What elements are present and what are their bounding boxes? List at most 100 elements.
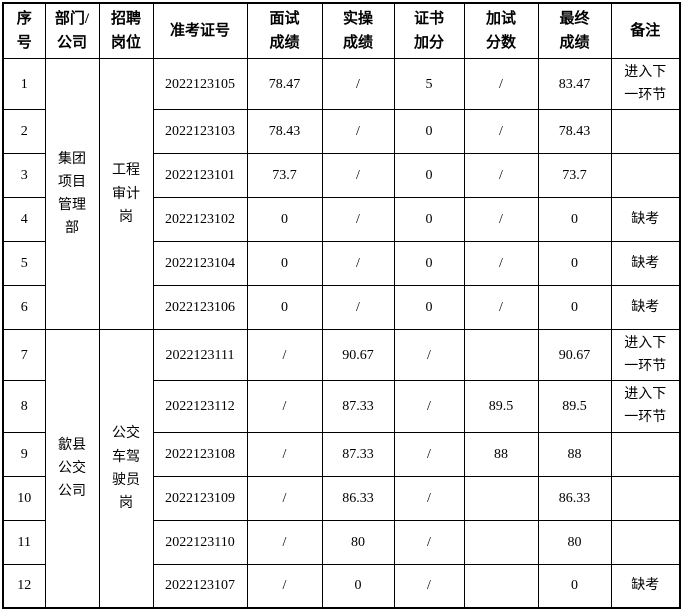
cell-final-score: 0 xyxy=(537,285,612,331)
cell-final-score: 88 xyxy=(537,431,612,477)
cell-extra-test-score: / xyxy=(463,109,539,155)
cell-remark xyxy=(610,519,681,565)
cell-remark: 进入下 一环节 xyxy=(610,380,681,433)
cell-interview-score: 78.47 xyxy=(246,57,323,111)
cell-final-score: 0 xyxy=(537,241,612,287)
cell-practical-score: / xyxy=(321,109,395,155)
cell-certificate-bonus: / xyxy=(393,329,465,382)
header-final-score: 最终 成绩 xyxy=(537,2,612,59)
cell-practical-score: / xyxy=(321,153,395,199)
cell-remark: 进入下 一环节 xyxy=(610,57,681,111)
cell-certificate-bonus: 5 xyxy=(393,57,465,111)
header-interview-score: 面试 成绩 xyxy=(246,2,323,59)
cell-interview-score: / xyxy=(246,329,323,382)
cell-practical-score: 0 xyxy=(321,563,395,609)
header-seq: 序 号 xyxy=(2,2,46,59)
table-row: 3 2022123101 73.7 / 0 / 73.7 xyxy=(2,153,681,199)
cell-seq: 5 xyxy=(2,241,46,287)
header-practical-score: 实操 成绩 xyxy=(321,2,395,59)
table-row: 6 2022123106 0 / 0 / 0 缺考 xyxy=(2,285,681,331)
table-row: 11 2022123110 / 80 / 80 xyxy=(2,519,681,565)
cell-exam-id: 2022123112 xyxy=(152,380,248,433)
cell-final-score: 78.43 xyxy=(537,109,612,155)
cell-remark xyxy=(610,153,681,199)
cell-certificate-bonus: / xyxy=(393,519,465,565)
cell-extra-test-score: / xyxy=(463,57,539,111)
cell-extra-test-score: / xyxy=(463,197,539,243)
cell-interview-score: / xyxy=(246,475,323,521)
cell-extra-test-score xyxy=(463,475,539,521)
cell-exam-id: 2022123108 xyxy=(152,431,248,477)
cell-practical-score: / xyxy=(321,197,395,243)
cell-seq: 6 xyxy=(2,285,46,331)
cell-exam-id: 2022123110 xyxy=(152,519,248,565)
cell-remark: 缺考 xyxy=(610,563,681,609)
cell-exam-id: 2022123101 xyxy=(152,153,248,199)
cell-seq: 2 xyxy=(2,109,46,155)
cell-practical-score: / xyxy=(321,241,395,287)
cell-remark: 缺考 xyxy=(610,197,681,243)
cell-extra-test-score: / xyxy=(463,153,539,199)
cell-interview-score: 73.7 xyxy=(246,153,323,199)
cell-extra-test-score xyxy=(463,563,539,609)
cell-final-score: 0 xyxy=(537,197,612,243)
cell-interview-score: 0 xyxy=(246,197,323,243)
cell-position-group-1: 工程 审计 岗 xyxy=(98,57,154,331)
cell-extra-test-score: / xyxy=(463,241,539,287)
table-row: 5 2022123104 0 / 0 / 0 缺考 xyxy=(2,241,681,287)
cell-remark xyxy=(610,431,681,477)
cell-exam-id: 2022123105 xyxy=(152,57,248,111)
cell-final-score: 80 xyxy=(537,519,612,565)
table-row: 8 2022123112 / 87.33 / 89.5 89.5 进入下 一环节 xyxy=(2,380,681,433)
header-department: 部门/ 公司 xyxy=(44,2,100,59)
cell-exam-id: 2022123111 xyxy=(152,329,248,382)
cell-practical-score: / xyxy=(321,57,395,111)
cell-exam-id: 2022123103 xyxy=(152,109,248,155)
cell-certificate-bonus: 0 xyxy=(393,197,465,243)
cell-interview-score: / xyxy=(246,563,323,609)
cell-position-group-2: 公交 车驾 驶员 岗 xyxy=(98,329,154,609)
header-position: 招聘 岗位 xyxy=(98,2,154,59)
cell-final-score: 86.33 xyxy=(537,475,612,521)
cell-seq: 12 xyxy=(2,563,46,609)
cell-exam-id: 2022123109 xyxy=(152,475,248,521)
cell-practical-score: 86.33 xyxy=(321,475,395,521)
header-certificate-bonus: 证书 加分 xyxy=(393,2,465,59)
cell-remark xyxy=(610,475,681,521)
cell-exam-id: 2022123107 xyxy=(152,563,248,609)
cell-final-score: 89.5 xyxy=(537,380,612,433)
cell-seq: 11 xyxy=(2,519,46,565)
cell-practical-score: 80 xyxy=(321,519,395,565)
cell-interview-score: / xyxy=(246,431,323,477)
cell-certificate-bonus: 0 xyxy=(393,153,465,199)
cell-interview-score: 0 xyxy=(246,241,323,287)
cell-practical-score: 87.33 xyxy=(321,380,395,433)
cell-exam-id: 2022123102 xyxy=(152,197,248,243)
cell-certificate-bonus: 0 xyxy=(393,109,465,155)
cell-remark: 缺考 xyxy=(610,285,681,331)
header-remark: 备注 xyxy=(610,2,681,59)
cell-department-group-1: 集团 项目 管理 部 xyxy=(44,57,100,331)
cell-seq: 3 xyxy=(2,153,46,199)
header-extra-test-score: 加试 分数 xyxy=(463,2,539,59)
cell-seq: 4 xyxy=(2,197,46,243)
cell-extra-test-score: 89.5 xyxy=(463,380,539,433)
cell-remark: 缺考 xyxy=(610,241,681,287)
cell-interview-score: 0 xyxy=(246,285,323,331)
cell-final-score: 0 xyxy=(537,563,612,609)
cell-seq: 1 xyxy=(2,57,46,111)
cell-certificate-bonus: / xyxy=(393,563,465,609)
cell-department-group-2: 歙县 公交 公司 xyxy=(44,329,100,609)
cell-practical-score: 87.33 xyxy=(321,431,395,477)
table-row: 4 2022123102 0 / 0 / 0 缺考 xyxy=(2,197,681,243)
cell-certificate-bonus: 0 xyxy=(393,241,465,287)
cell-interview-score: / xyxy=(246,519,323,565)
cell-certificate-bonus: 0 xyxy=(393,285,465,331)
cell-extra-test-score xyxy=(463,519,539,565)
cell-exam-id: 2022123104 xyxy=(152,241,248,287)
table-row: 1 集团 项目 管理 部 工程 审计 岗 2022123105 78.47 / … xyxy=(2,57,681,331)
cell-extra-test-score: 88 xyxy=(463,431,539,477)
cell-extra-test-score: / xyxy=(463,285,539,331)
cell-final-score: 83.47 xyxy=(537,57,612,111)
